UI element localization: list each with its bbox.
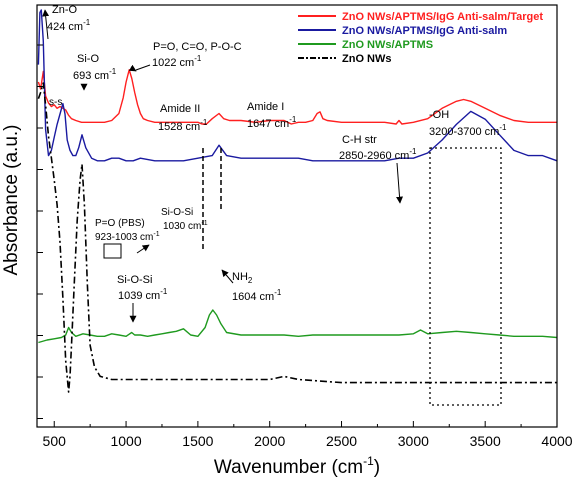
x-axis-label-sup: -1 <box>363 454 374 468</box>
annotation-amide2-value: 1528 cm-1 <box>158 118 208 133</box>
annotation-sio-label: Si-O <box>77 53 99 65</box>
annotation-zno-value: 424 cm-1 <box>47 18 91 33</box>
annotation-siosi1039-label: Si-O-Si <box>117 274 152 286</box>
annotation-amide1-label: Amide I <box>247 101 284 113</box>
annotation-nh2-label: NH2 <box>232 271 253 285</box>
legend-label-1: ZnO NWs/APTMS/IgG Anti-salm/Target <box>342 11 543 23</box>
x-axis-label-main: Wavenumber (cm <box>214 457 363 478</box>
x-tick-label-2000: 2000 <box>254 433 285 449</box>
series-line-2 <box>37 9 557 162</box>
annotation-amide1-value: 1647 cm-1 <box>247 115 297 130</box>
annotation-siosi1030-label: Si-O-Si <box>161 207 193 218</box>
x-tick-label-3000: 3000 <box>398 433 429 449</box>
annotation-oh-value: 3200-3700 cm-1 <box>429 123 507 138</box>
x-tick-label-2500: 2500 <box>326 433 357 449</box>
annotation-sio-value: 693 cm-1 <box>73 67 117 82</box>
annotation-nh2-value: 1604 cm-1 <box>232 288 282 303</box>
annotation-pbs-value: 923-1003 cm-1 <box>95 231 160 243</box>
annotation-poc-value: 1022 cm-1 <box>152 54 202 69</box>
annotation-pbs-label: P=O (PBS) <box>95 218 145 229</box>
legend-label-3: ZnO NWs/APTMS <box>342 39 433 51</box>
annotation-siosi1039-value: 1039 cm-1 <box>118 287 168 302</box>
legend-label-4: ZnO NWs <box>342 53 392 65</box>
annotation-ss-label: s-s <box>49 97 62 108</box>
amide-guide-lines <box>202 148 222 250</box>
annotation-oh-label: -OH <box>429 109 449 121</box>
oh-region-box <box>429 147 502 406</box>
series-line-1 <box>37 69 557 125</box>
x-tick-label-4000: 4000 <box>541 433 572 449</box>
legend: ZnO NWs/APTMS/IgG Anti-salm/Target ZnO NW… <box>298 11 543 65</box>
annotation-siosi1030-value: 1030 cm-1 <box>163 220 208 232</box>
annotation-ch-value: 2850-2960 cm-1 <box>339 147 417 162</box>
x-axis-label: Wavenumber (cm-1) <box>214 454 380 478</box>
annotation-arrows <box>42 9 404 323</box>
legend-label-2: ZnO NWs/APTMS/IgG Anti-salm <box>342 25 507 37</box>
annotations: Zn-O 424 cm-1 Si-O 693 cm-1 s-s P=O, C=O… <box>47 4 507 303</box>
y-axis-label: Absorbance (a.u.) <box>1 124 22 275</box>
x-tick-label-1500: 1500 <box>182 433 213 449</box>
x-tick-label-1000: 1000 <box>110 433 141 449</box>
annotation-poc-label: P=O, C=O, P-O-C <box>153 41 242 53</box>
annotation-amide2-label: Amide II <box>160 103 200 115</box>
x-tick-label-3500: 3500 <box>470 433 501 449</box>
series-line-4 <box>37 82 557 393</box>
annotation-zno-label: Zn-O <box>52 4 78 16</box>
series-line-3 <box>38 309 557 344</box>
annotation-ch-label: C-H str <box>342 134 377 146</box>
x-tick-label-500: 500 <box>43 433 67 449</box>
plot-frame <box>36 4 558 428</box>
x-axis-label-close: ) <box>374 457 380 478</box>
